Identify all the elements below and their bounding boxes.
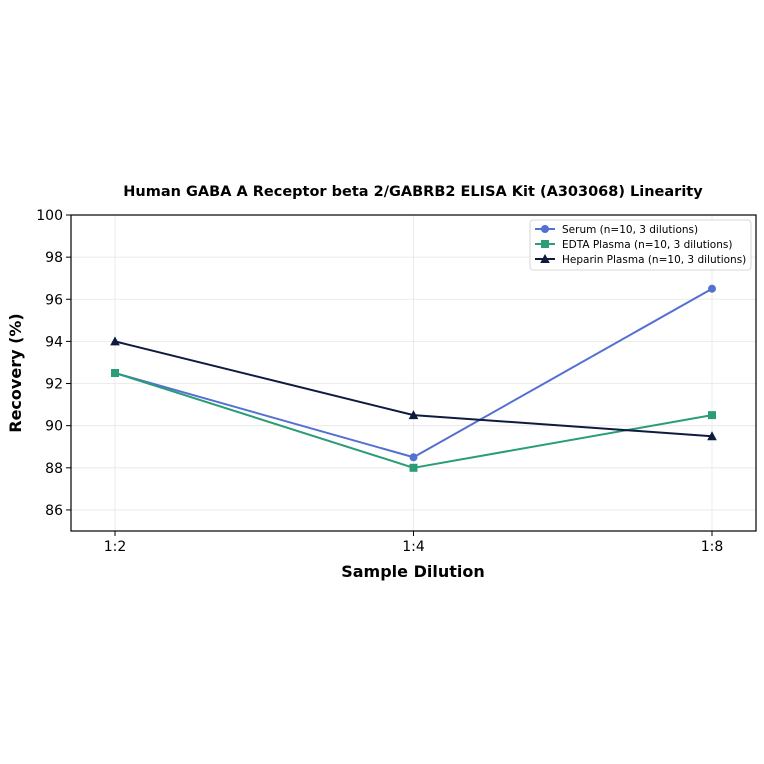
- x-tick-label: 1:4: [402, 539, 425, 555]
- y-tick-label: 86: [45, 503, 63, 519]
- y-axis-label: Recovery (%): [6, 313, 25, 432]
- x-axis: 1:2 1:4 1:8: [104, 531, 724, 555]
- series-3: [110, 336, 717, 441]
- y-tick-label: 94: [45, 334, 63, 350]
- y-tick-label: 96: [45, 292, 63, 308]
- legend-box: [529, 219, 752, 271]
- chart-title: Human GABA A Receptor beta 2/GABRB2 ELIS…: [123, 184, 703, 200]
- data-point: [111, 369, 119, 377]
- y-tick-label: 90: [45, 419, 63, 435]
- data-point: [708, 411, 716, 420]
- legend-label: Serum (n=10, 3 dilutions): [562, 224, 698, 236]
- data-point: [408, 410, 419, 420]
- legend-item: Serum (n=10, 3 dilutions): [535, 224, 698, 236]
- x-axis-label: Sample Dilution: [341, 562, 485, 581]
- data-point: [409, 463, 418, 472]
- series-2: [111, 369, 716, 472]
- data-point: [409, 453, 418, 462]
- legend-label: Heparin Plasma (n=10, 3 dilutions): [562, 254, 746, 266]
- data-point: [110, 336, 120, 346]
- legend-label: EDTA Plasma (n=10, 3 dilutions): [562, 239, 732, 251]
- y-tick-label: 88: [45, 461, 63, 477]
- data-point: [707, 431, 717, 441]
- y-tick-label: 100: [36, 208, 63, 224]
- y-tick-label: 98: [45, 250, 63, 266]
- series-layer: [110, 284, 717, 472]
- x-tick-label: 1:2: [104, 539, 127, 555]
- legend-item: Heparin Plasma (n=10, 3 dilutions): [535, 254, 746, 266]
- legend-marker: [541, 240, 549, 248]
- x-tick-label: 1:8: [701, 539, 724, 555]
- data-point: [708, 284, 716, 293]
- legend-marker: [540, 254, 550, 263]
- y-axis: 86 88 90 92 94 96 98 100: [36, 208, 71, 519]
- legend: Serum (n=10, 3 dilutions) EDTA Plasma (n=…: [529, 219, 752, 271]
- legend-item: EDTA Plasma (n=10, 3 dilutions): [535, 239, 732, 251]
- legend-marker: [541, 225, 549, 233]
- y-tick-label: 92: [45, 377, 63, 393]
